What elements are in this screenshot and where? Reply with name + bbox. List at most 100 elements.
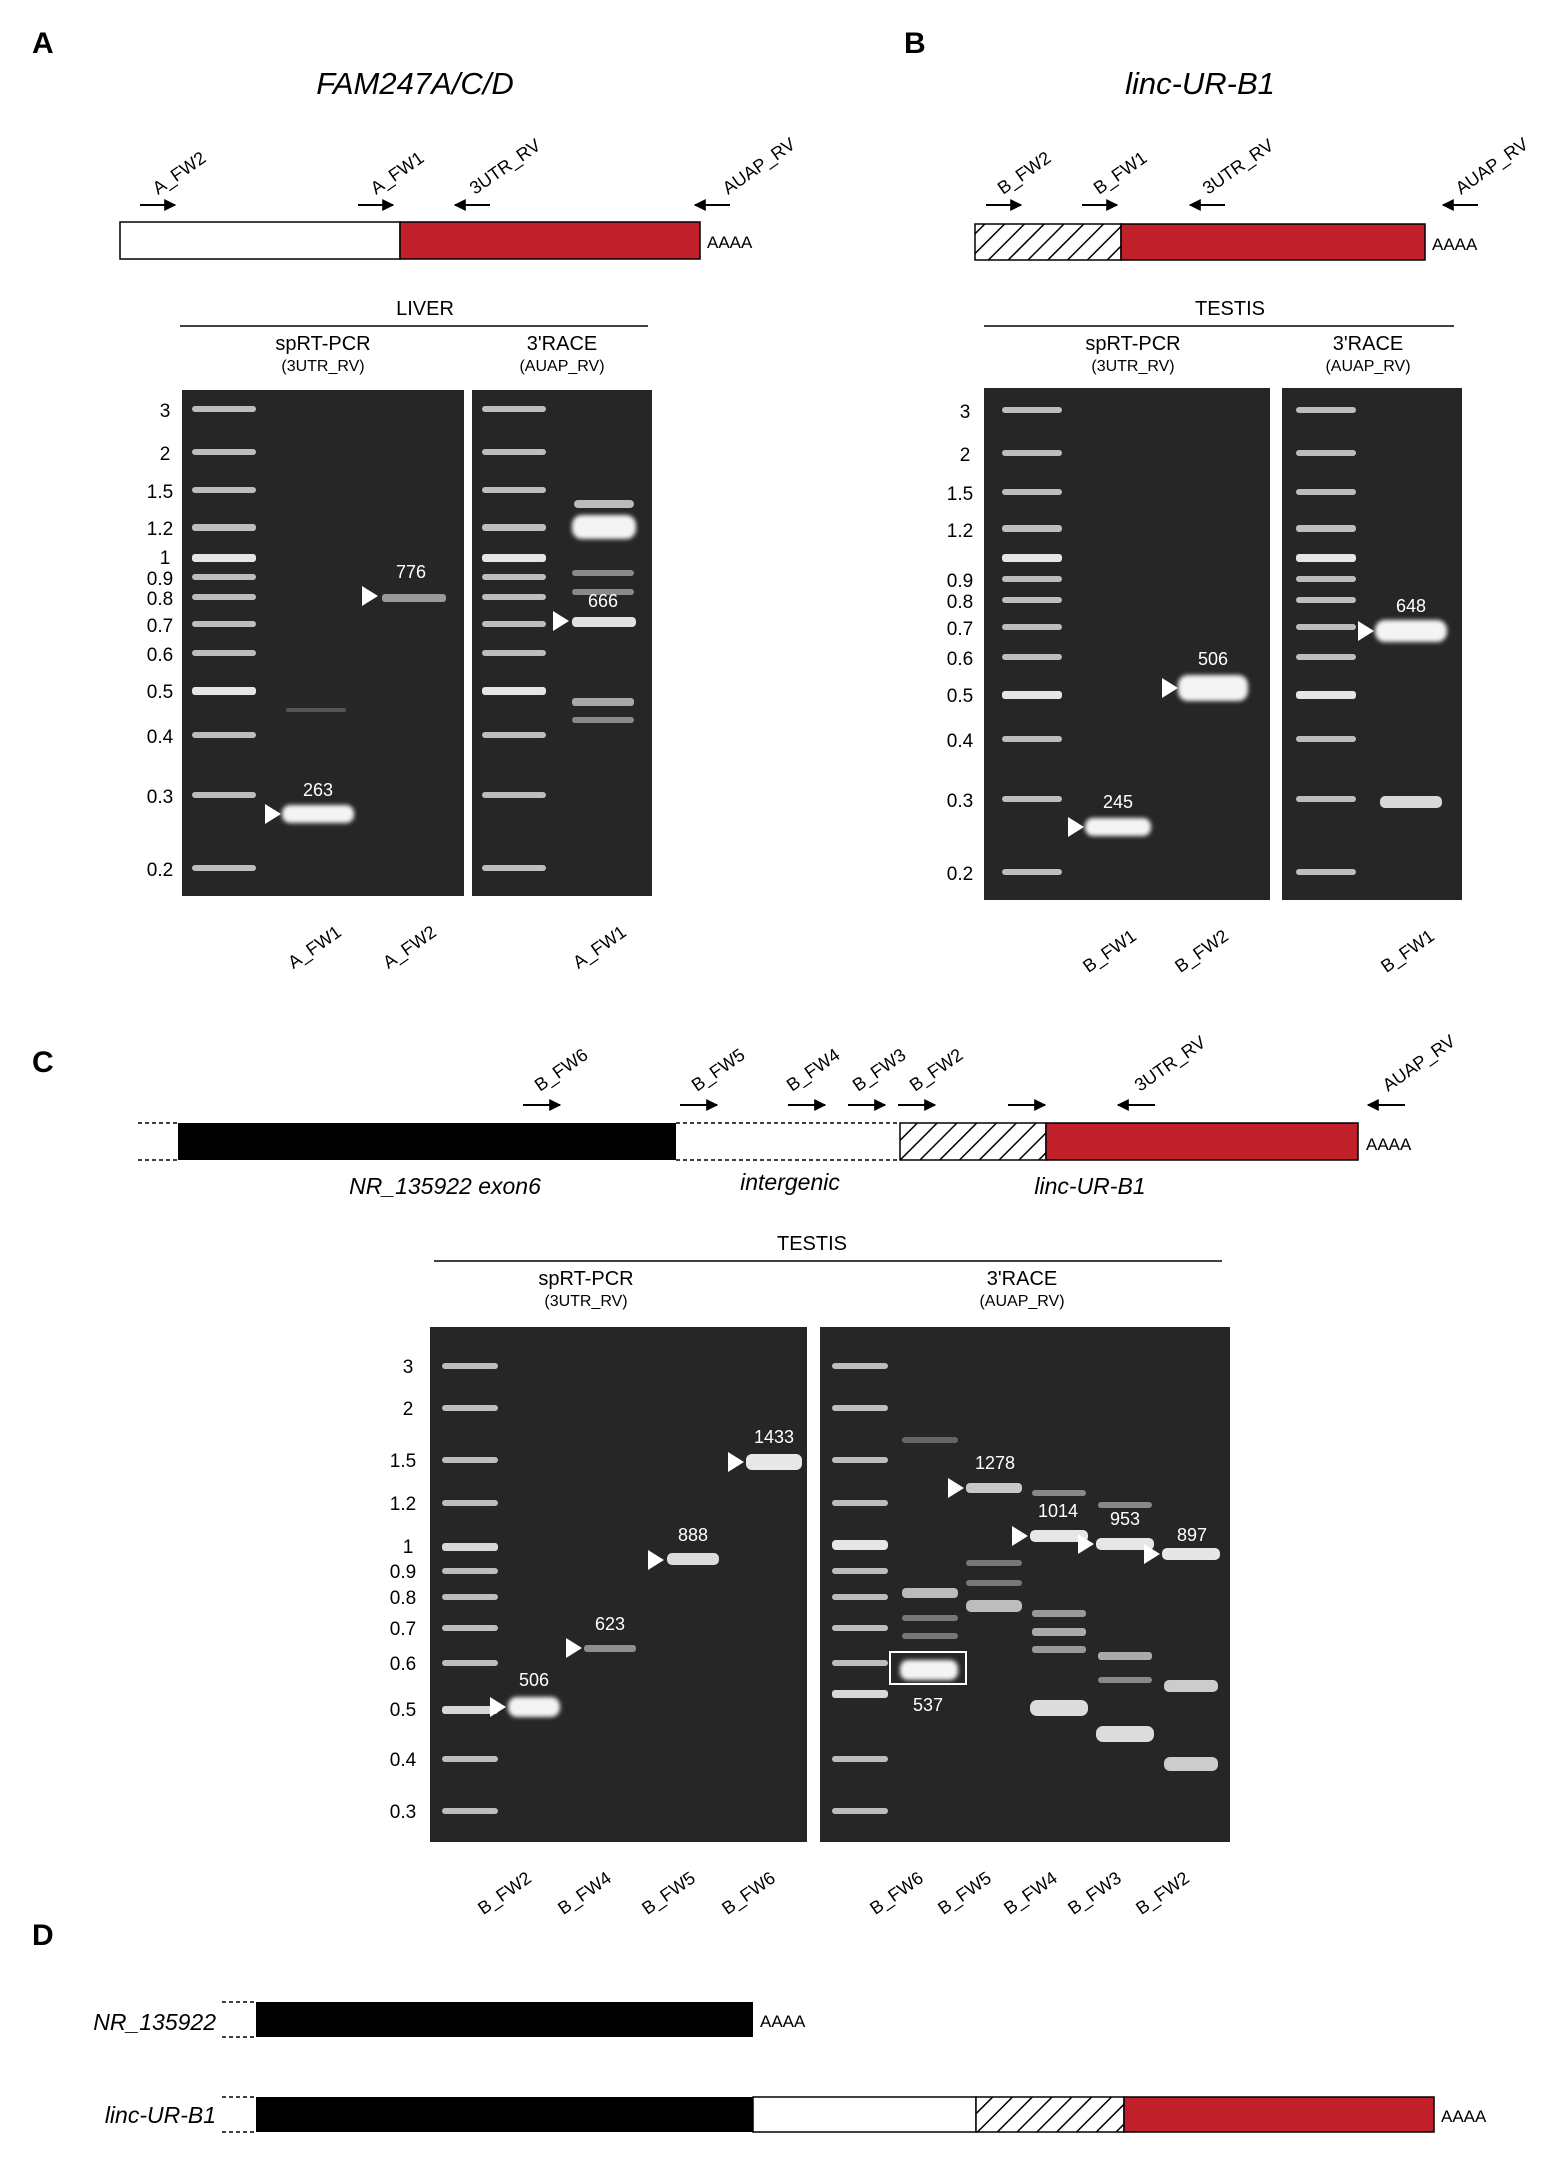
- arrowhead-b-506: [1162, 678, 1178, 698]
- mw-c-0.7: 0.7: [390, 1619, 416, 1640]
- gel-b2-title: 3'RACE: [1333, 333, 1404, 355]
- gel-b1-primer: (3UTR_RV): [1091, 358, 1174, 375]
- panel-d: D NR_135922 AAAA linc-UR-B1 AAAA: [32, 1919, 1487, 2133]
- panel-a-gene-title: FAM247A/C/D: [316, 66, 514, 101]
- lane-b1-fw2: B_FW2: [1171, 926, 1232, 978]
- arrowhead-c-1278: [948, 1478, 964, 1498]
- mw-b-1.2: 1.2: [947, 521, 973, 542]
- lane-c1-fw4: B_FW4: [554, 1868, 615, 1920]
- mw-b-2: 2: [960, 445, 971, 466]
- lane-c1-fw6: B_FW6: [718, 1868, 779, 1920]
- gel-a2-title: 3'RACE: [527, 333, 598, 355]
- mw-b-0.8: 0.8: [947, 592, 973, 613]
- primer-a-3utr-rv: 3UTR_RV: [466, 135, 545, 199]
- transcript-b-hatched-region: [974, 223, 1122, 261]
- mw-c-3: 3: [403, 1357, 414, 1378]
- band-c-953: 953: [1110, 1509, 1140, 1529]
- transcript-d-nr-label: NR_135922: [93, 2009, 216, 2035]
- mw-b-0.6: 0.6: [947, 649, 973, 670]
- gel-c1-title: spRT-PCR: [538, 1268, 633, 1290]
- arrowhead-c-623: [566, 1638, 582, 1658]
- mw-c-0.6: 0.6: [390, 1654, 416, 1675]
- gel-a-ladders: [192, 406, 546, 871]
- tissue-b: TESTIS: [1195, 298, 1265, 320]
- transcript-b-red-exon: [1120, 223, 1426, 261]
- band-c-537: 537: [913, 1695, 943, 1715]
- lane-a2-fw1: A_FW1: [569, 922, 630, 974]
- polya-d-linc: AAAA: [1441, 2107, 1487, 2126]
- band-a-666: 666: [588, 591, 618, 611]
- mw-c-1.5: 1.5: [390, 1451, 416, 1472]
- gel-c1: [430, 1327, 807, 1842]
- primer-c-fw3: B_FW3: [849, 1044, 910, 1096]
- gel-b1-title: spRT-PCR: [1085, 333, 1180, 355]
- lane-c1-fw5: B_FW5: [638, 1868, 699, 1920]
- transcript-c-hatched-region: [899, 1122, 1047, 1161]
- gel-a2-primer: (AUAP_RV): [519, 358, 604, 375]
- polya-d-nr: AAAA: [760, 2012, 806, 2031]
- primer-a-fw2: A_FW2: [149, 147, 210, 199]
- gel-a1-title: spRT-PCR: [275, 333, 370, 355]
- band-b-506: 506: [1198, 649, 1228, 669]
- tissue-c: TESTIS: [777, 1233, 847, 1255]
- lane-c2-fw6: B_FW6: [866, 1868, 927, 1920]
- lane-a1-fw2: A_FW2: [379, 922, 440, 974]
- mw-c-1: 1: [403, 1537, 414, 1558]
- arrowhead-c-506: [490, 1697, 506, 1717]
- mw-c-0.9: 0.9: [390, 1562, 416, 1583]
- panel-c-label: C: [32, 1046, 54, 1079]
- arrowhead-c-1014: [1012, 1526, 1028, 1546]
- primer-c-fw5: B_FW5: [688, 1044, 749, 1096]
- mw-c-0.8: 0.8: [390, 1588, 416, 1609]
- lane-c2-fw5: B_FW5: [934, 1868, 995, 1920]
- gel-c1-primer: (3UTR_RV): [544, 1293, 627, 1310]
- mw-c-0.5: 0.5: [390, 1700, 416, 1721]
- mw-b-1.5: 1.5: [947, 484, 973, 505]
- region-label-linc: linc-UR-B1: [1034, 1173, 1145, 1199]
- lane-c2-fw2: B_FW2: [1132, 1868, 1193, 1920]
- band-c-897: 897: [1177, 1525, 1207, 1545]
- mw-a-0.3: 0.3: [147, 787, 173, 808]
- mw-a-0.8: 0.8: [147, 589, 173, 610]
- gel-b-ladders: [1002, 407, 1356, 875]
- mw-b-0.7: 0.7: [947, 619, 973, 640]
- arrowhead-c-888: [648, 1550, 664, 1570]
- arrowhead-b-648: [1358, 621, 1374, 641]
- mw-a-1.5: 1.5: [147, 482, 173, 503]
- mw-a-1.2: 1.2: [147, 519, 173, 540]
- mw-c-0.3: 0.3: [390, 1802, 416, 1823]
- gel-a2: [472, 390, 652, 896]
- primer-c-fw6: B_FW6: [531, 1044, 592, 1096]
- band-b-648: 648: [1396, 596, 1426, 616]
- mw-a-0.4: 0.4: [147, 727, 174, 748]
- highlight-box-537: [889, 1651, 967, 1685]
- mw-b-0.3: 0.3: [947, 791, 973, 812]
- transcript-d-linc-hatched: [975, 2096, 1125, 2133]
- gel-c2-title: 3'RACE: [987, 1268, 1058, 1290]
- mw-c-0.4: 0.4: [390, 1750, 417, 1771]
- mw-b-0.4: 0.4: [947, 731, 974, 752]
- band-c-623: 623: [595, 1614, 625, 1634]
- mw-b-0.5: 0.5: [947, 686, 973, 707]
- arrowhead-a-263: [265, 804, 281, 824]
- lane-b2-fw1: B_FW1: [1377, 926, 1438, 978]
- gel-b2: [1282, 388, 1462, 900]
- mw-b-0.2: 0.2: [947, 864, 973, 885]
- band-b-245: 245: [1103, 792, 1133, 812]
- mw-a-3: 3: [160, 401, 171, 422]
- band-c-1278: 1278: [975, 1453, 1015, 1473]
- gel-c2: [820, 1327, 1230, 1842]
- lane-c1-fw2: B_FW2: [474, 1868, 535, 1920]
- gel-b1: [984, 388, 1270, 900]
- gel-a1-primer: (3UTR_RV): [281, 358, 364, 375]
- transcript-a-red-exon: [399, 221, 701, 260]
- gel-b2-primer: (AUAP_RV): [1325, 358, 1410, 375]
- primer-b-fw1: B_FW1: [1090, 147, 1151, 199]
- primer-a-fw1: A_FW1: [367, 147, 428, 199]
- arrowhead-c-897: [1144, 1544, 1160, 1564]
- lane-b1-fw1: B_FW1: [1079, 926, 1140, 978]
- arrowhead-a-666: [553, 611, 569, 631]
- transcript-d-linc-black-exon: [256, 2097, 753, 2132]
- transcript-d-linc-intergenic: [752, 2096, 977, 2133]
- gel-a-bands: [282, 500, 636, 823]
